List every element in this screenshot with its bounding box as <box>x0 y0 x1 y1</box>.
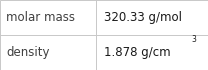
Text: molar mass: molar mass <box>6 11 75 24</box>
Text: 3: 3 <box>191 35 196 44</box>
Text: 1.878 g/cm: 1.878 g/cm <box>104 46 171 59</box>
Text: 320.33 g/mol: 320.33 g/mol <box>104 11 182 24</box>
Text: density: density <box>6 46 50 59</box>
